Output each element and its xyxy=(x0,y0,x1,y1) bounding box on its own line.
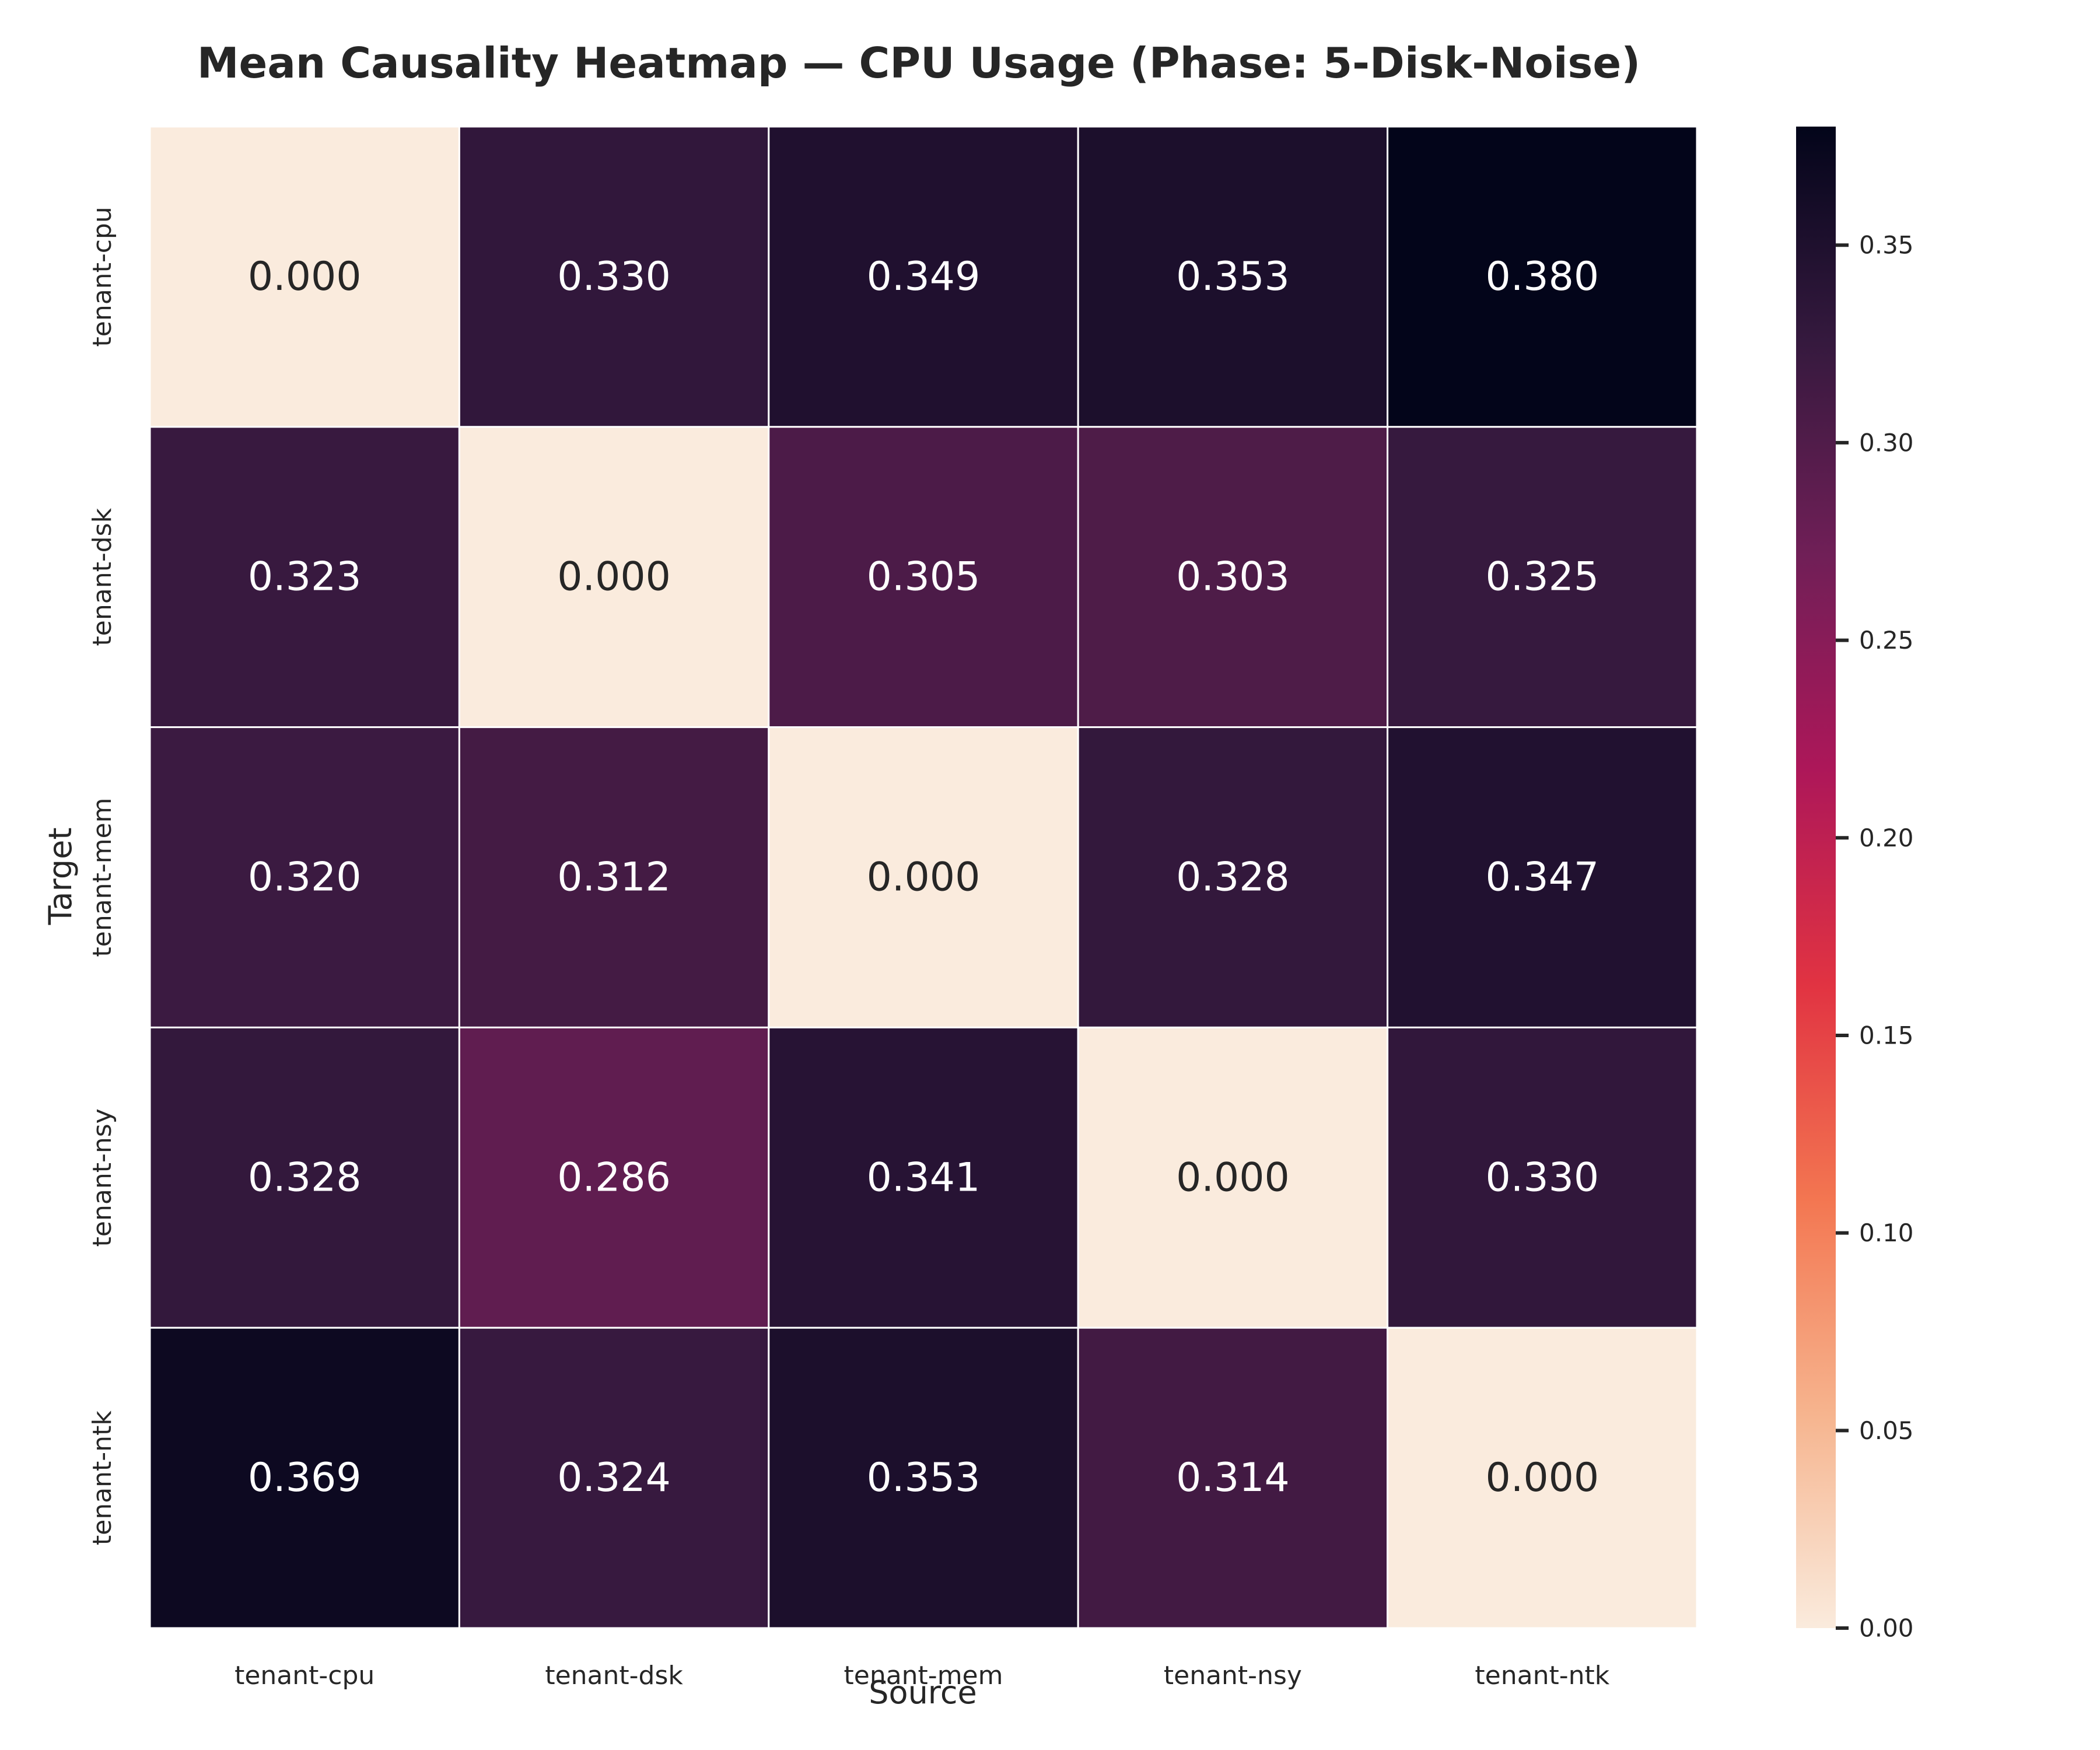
heatmap-cell xyxy=(1077,125,1389,428)
colorbar-gradient xyxy=(1796,127,1836,1628)
heatmap-cell xyxy=(458,426,770,729)
heatmap-cell xyxy=(149,1026,460,1329)
cell-value-label: 0.325 xyxy=(1485,554,1599,600)
cell-value-label: 0.000 xyxy=(867,855,981,901)
cell-value-label: 0.353 xyxy=(867,1455,981,1501)
colorbar-tick-label: 0.30 xyxy=(1859,428,1914,457)
cell-value-label: 0.314 xyxy=(1176,1455,1290,1501)
cell-value-label: 0.330 xyxy=(557,254,671,300)
heatmap-cell xyxy=(1387,426,1698,729)
y-tick-label: tenant-nsy xyxy=(88,1108,117,1247)
heatmap-cell xyxy=(768,1326,1079,1629)
y-tick-label: tenant-cpu xyxy=(88,206,117,346)
x-tick-label: tenant-ntk xyxy=(1475,1661,1609,1690)
cell-value-label: 0.303 xyxy=(1176,554,1290,600)
heatmap-cell xyxy=(768,125,1079,428)
cell-value-label: 0.000 xyxy=(557,554,671,600)
heatmap-cell xyxy=(458,125,770,428)
x-tick-label: tenant-mem xyxy=(844,1661,1003,1690)
heatmap-cell xyxy=(1387,1026,1698,1329)
colorbar-ticks: 0.00 0.05 0.10 0.15 0.20 0.25 0.30 0.35 xyxy=(1836,231,1914,1643)
cell-value-label: 0.328 xyxy=(248,1154,362,1200)
heatmap-cell xyxy=(1387,125,1698,428)
x-tick-label: tenant-nsy xyxy=(1164,1661,1302,1690)
x-tick-label: tenant-cpu xyxy=(235,1661,374,1690)
x-axis-label: Source xyxy=(869,1674,977,1711)
colorbar-tick-label: 0.35 xyxy=(1859,231,1914,260)
heatmap-cell xyxy=(1077,726,1389,1028)
x-axis-ticks: tenant-cpu tenant-dsk tenant-mem tenant-nsy… xyxy=(235,1661,1610,1690)
colorbar-tick-label: 0.00 xyxy=(1859,1614,1914,1643)
heatmap-cell xyxy=(768,426,1079,729)
cell-value-label: 0.341 xyxy=(867,1154,981,1200)
cell-value-label: 0.330 xyxy=(1485,1154,1599,1200)
y-axis-ticks: tenant-cpu tenant-dsk tenant-mem tenant-nsy… xyxy=(88,206,117,1545)
heatmap-cell xyxy=(768,726,1079,1028)
heatmap-cell xyxy=(458,726,770,1028)
y-tick-label: tenant-mem xyxy=(88,798,117,957)
heatmap-cell xyxy=(458,1326,770,1629)
colorbar-tick-label: 0.25 xyxy=(1859,626,1914,654)
cell-value-label: 0.369 xyxy=(248,1455,362,1501)
cell-value-label: 0.286 xyxy=(557,1154,671,1200)
cell-value-label: 0.380 xyxy=(1485,254,1599,300)
y-tick-label: tenant-ntk xyxy=(88,1410,117,1545)
colorbar-tick-label: 0.05 xyxy=(1859,1416,1914,1445)
cell-value-label: 0.353 xyxy=(1176,254,1290,300)
heatmap-cells: 0.000 0.330 0.349 0.353 0.380 0.323 0.000 0.305… xyxy=(149,125,1698,1629)
cell-value-label: 0.328 xyxy=(1176,855,1290,901)
cell-value-label: 0.324 xyxy=(557,1455,671,1501)
heatmap-cell xyxy=(149,426,460,729)
colorbar: 0.00 0.05 0.10 0.15 0.20 0.25 0.30 0.35 xyxy=(1796,127,1914,1643)
colorbar-tick-label: 0.20 xyxy=(1859,824,1914,852)
cell-value-label: 0.312 xyxy=(557,855,671,901)
x-tick-label: tenant-dsk xyxy=(545,1661,683,1690)
cell-value-label: 0.000 xyxy=(248,254,362,300)
colorbar-tick-label: 0.10 xyxy=(1859,1219,1914,1247)
y-axis-label: Target xyxy=(42,827,79,925)
heatmap-cell xyxy=(458,1026,770,1329)
heatmap-cell xyxy=(768,1026,1079,1329)
heatmap-cell xyxy=(149,1326,460,1629)
cell-value-label: 0.323 xyxy=(248,554,362,600)
heatmap-cell xyxy=(1387,1326,1698,1629)
cell-value-label: 0.000 xyxy=(1485,1455,1599,1501)
cell-value-label: 0.000 xyxy=(1176,1154,1290,1200)
cell-value-label: 0.305 xyxy=(867,554,981,600)
cell-value-label: 0.347 xyxy=(1485,855,1599,901)
chart-title: Mean Causality Heatmap — CPU Usage (Phas… xyxy=(197,38,1640,88)
cell-value-label: 0.349 xyxy=(867,254,981,300)
heatmap-cell xyxy=(149,125,460,428)
heatmap-cell xyxy=(1387,726,1698,1028)
cell-value-label: 0.320 xyxy=(248,855,362,901)
colorbar-tick-label: 0.15 xyxy=(1859,1021,1914,1049)
y-tick-label: tenant-dsk xyxy=(88,508,117,646)
heatmap-cell xyxy=(1077,1026,1389,1329)
